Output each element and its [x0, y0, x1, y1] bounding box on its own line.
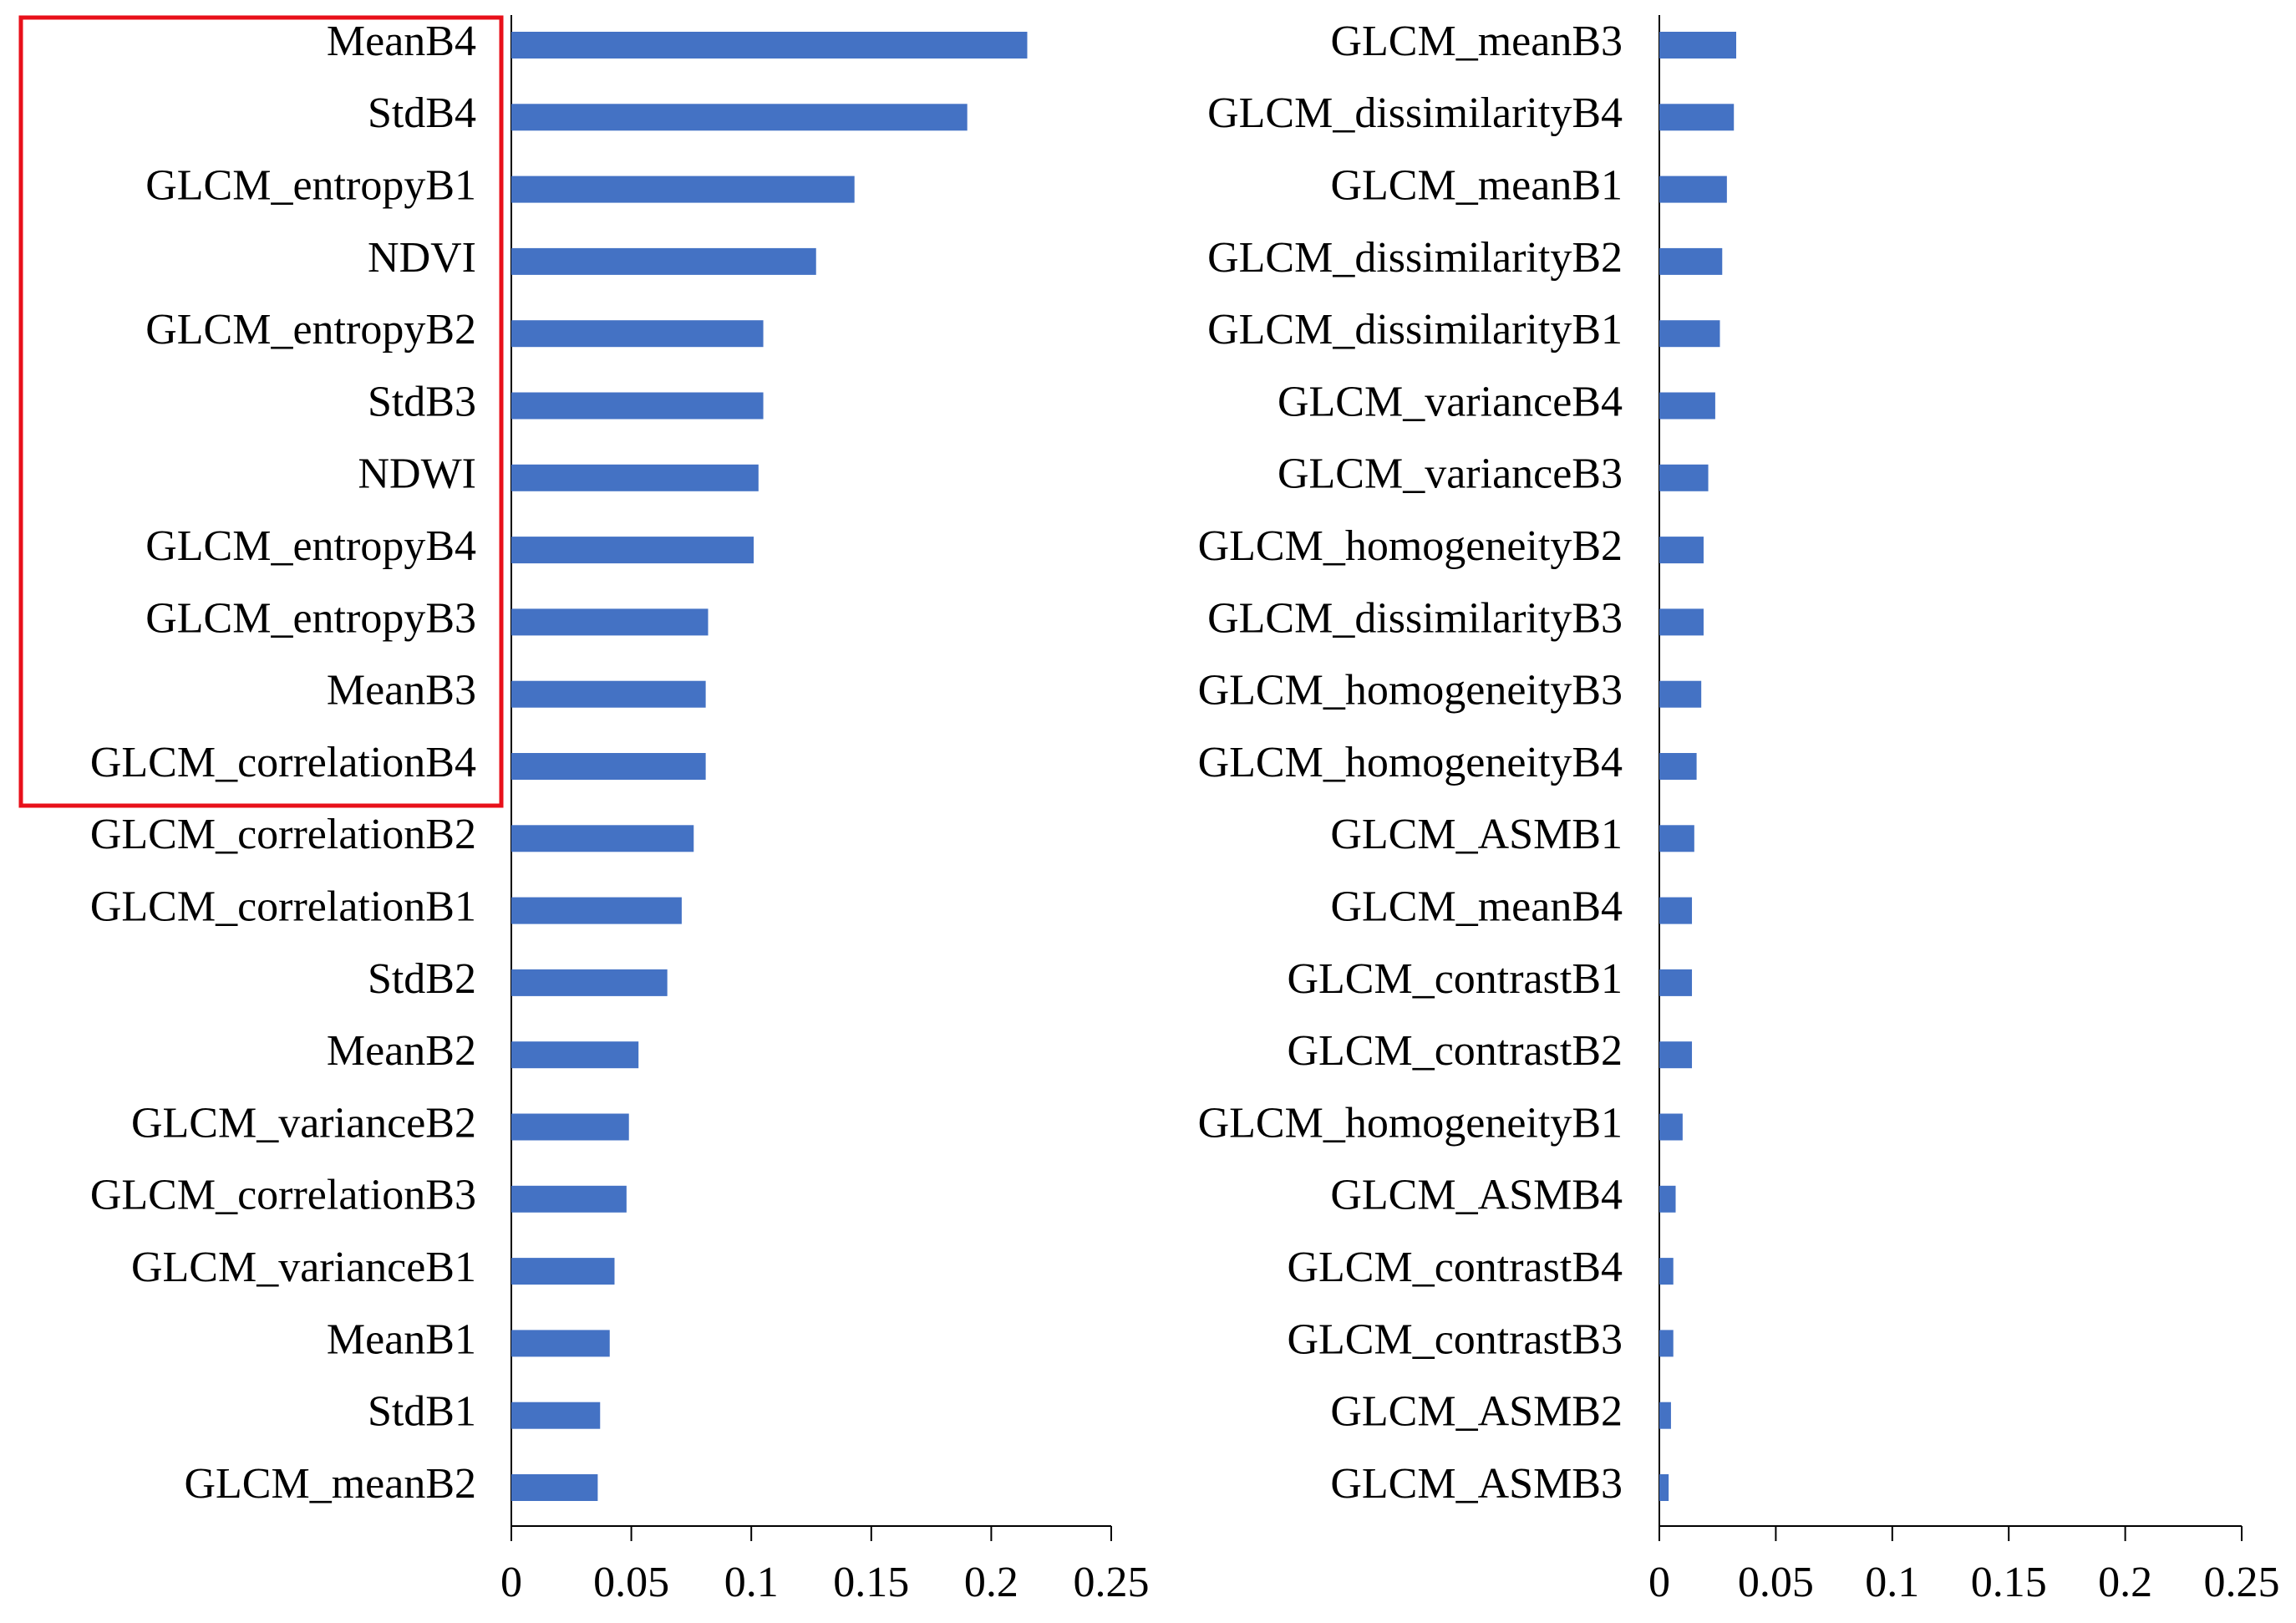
bar — [1659, 392, 1715, 420]
y-tick-label: GLCM_homogeneityB2 — [1198, 522, 1623, 570]
bar — [511, 825, 694, 852]
bar — [1659, 825, 1694, 852]
x-tick-label: 0.15 — [833, 1559, 909, 1606]
y-tick-label: MeanB1 — [327, 1315, 476, 1363]
y-tick-label: NDWI — [358, 450, 476, 498]
bar — [511, 464, 759, 491]
bar — [511, 753, 706, 780]
y-tick-label: GLCM_correlationB4 — [90, 739, 476, 786]
y-tick-label: GLCM_varianceB1 — [131, 1244, 476, 1291]
bar — [1659, 247, 1723, 275]
bar — [1659, 680, 1702, 708]
bar — [1659, 1113, 1683, 1141]
bar — [511, 1474, 598, 1501]
x-tick-label: 0.1 — [1865, 1559, 1919, 1606]
bar — [511, 1113, 629, 1141]
highlight-box — [18, 15, 504, 808]
bar — [511, 1402, 601, 1429]
bar — [511, 897, 682, 924]
bar — [1659, 1402, 1671, 1429]
y-tick-label: StdB2 — [368, 955, 476, 1003]
y-tick-label: GLCM_ASMB1 — [1330, 811, 1623, 858]
y-tick-label: GLCM_correlationB1 — [90, 883, 476, 931]
y-tick-label: GLCM_varianceB3 — [1278, 450, 1623, 498]
y-tick-label: GLCM_contrastB4 — [1287, 1244, 1623, 1291]
bar — [1659, 1185, 1676, 1213]
x-tick-label: 0.05 — [1738, 1559, 1814, 1606]
bar — [1659, 1474, 1669, 1501]
x-tick-label: 0.1 — [724, 1559, 779, 1606]
bar — [511, 969, 668, 996]
y-tick-label: MeanB3 — [327, 667, 476, 715]
bar — [1659, 320, 1720, 348]
y-tick-label: GLCM_ASMB4 — [1330, 1172, 1623, 1219]
bar — [1659, 537, 1704, 564]
y-tick-label: GLCM_dissimilarityB2 — [1207, 234, 1623, 282]
x-tick-label: 0 — [500, 1559, 522, 1606]
bar — [1659, 1041, 1693, 1069]
y-tick-label: MeanB4 — [327, 18, 476, 65]
y-tick-label: GLCM_meanB1 — [1330, 162, 1623, 210]
x-tick-label: 0.2 — [2098, 1559, 2152, 1606]
y-tick-label: NDVI — [368, 234, 476, 282]
x-tick-label: 0.15 — [1971, 1559, 2047, 1606]
y-tick-label: GLCM_homogeneityB1 — [1198, 1099, 1623, 1147]
y-tick-label: GLCM_varianceB4 — [1278, 378, 1623, 425]
bar — [511, 320, 764, 348]
x-tick-label: 0.25 — [2204, 1559, 2280, 1606]
bar — [511, 1185, 627, 1213]
bar — [1659, 608, 1704, 636]
bar — [1659, 969, 1693, 996]
bar — [1659, 1330, 1674, 1357]
bar — [511, 104, 968, 131]
bar — [1659, 32, 1737, 59]
x-tick-label: 0.25 — [1074, 1559, 1150, 1606]
y-tick-label: MeanB2 — [327, 1027, 476, 1075]
y-tick-label: GLCM_contrastB2 — [1287, 1027, 1623, 1075]
y-tick-label: GLCM_varianceB2 — [131, 1099, 476, 1147]
y-tick-label: StdB4 — [368, 89, 476, 137]
y-tick-label: GLCM_dissimilarityB4 — [1207, 89, 1623, 137]
y-tick-label: GLCM_dissimilarityB1 — [1207, 306, 1623, 354]
bar — [511, 392, 764, 420]
bar — [511, 1041, 639, 1069]
bar — [1659, 1258, 1674, 1285]
bar — [511, 1258, 615, 1285]
bar — [1659, 753, 1697, 780]
bar — [1659, 464, 1709, 491]
y-tick-label: GLCM_entropyB3 — [145, 594, 476, 642]
bar — [511, 247, 816, 275]
y-tick-label: GLCM_ASMB3 — [1330, 1460, 1623, 1508]
y-tick-label: GLCM_homogeneityB4 — [1198, 739, 1623, 786]
y-tick-label: GLCM_meanB2 — [184, 1460, 476, 1508]
y-tick-label: GLCM_entropyB1 — [145, 162, 476, 210]
y-tick-label: GLCM_dissimilarityB3 — [1207, 594, 1623, 642]
y-tick-label: GLCM_entropyB4 — [145, 522, 476, 570]
y-tick-label: StdB3 — [368, 378, 476, 425]
y-tick-label: GLCM_correlationB3 — [90, 1172, 476, 1219]
bar — [1659, 104, 1735, 131]
bar — [511, 32, 1028, 59]
bar — [1659, 897, 1693, 924]
bar — [511, 537, 754, 564]
y-tick-label: GLCM_contrastB3 — [1287, 1315, 1623, 1363]
y-tick-label: GLCM_meanB3 — [1330, 18, 1623, 65]
bar — [511, 608, 709, 636]
bar — [511, 680, 706, 708]
y-tick-label: GLCM_meanB4 — [1330, 883, 1623, 931]
x-tick-label: 0.2 — [964, 1559, 1018, 1606]
y-tick-label: GLCM_homogeneityB3 — [1198, 667, 1623, 715]
y-tick-label: StdB1 — [368, 1388, 476, 1436]
x-tick-label: 0 — [1648, 1559, 1670, 1606]
y-tick-label: GLCM_correlationB2 — [90, 811, 476, 858]
bar — [1659, 176, 1727, 203]
y-tick-label: GLCM_contrastB1 — [1287, 955, 1623, 1003]
bar — [511, 176, 855, 203]
x-tick-label: 0.05 — [593, 1559, 669, 1606]
y-tick-label: GLCM_entropyB2 — [145, 306, 476, 354]
y-tick-label: GLCM_ASMB2 — [1330, 1388, 1623, 1436]
bar — [511, 1330, 610, 1357]
